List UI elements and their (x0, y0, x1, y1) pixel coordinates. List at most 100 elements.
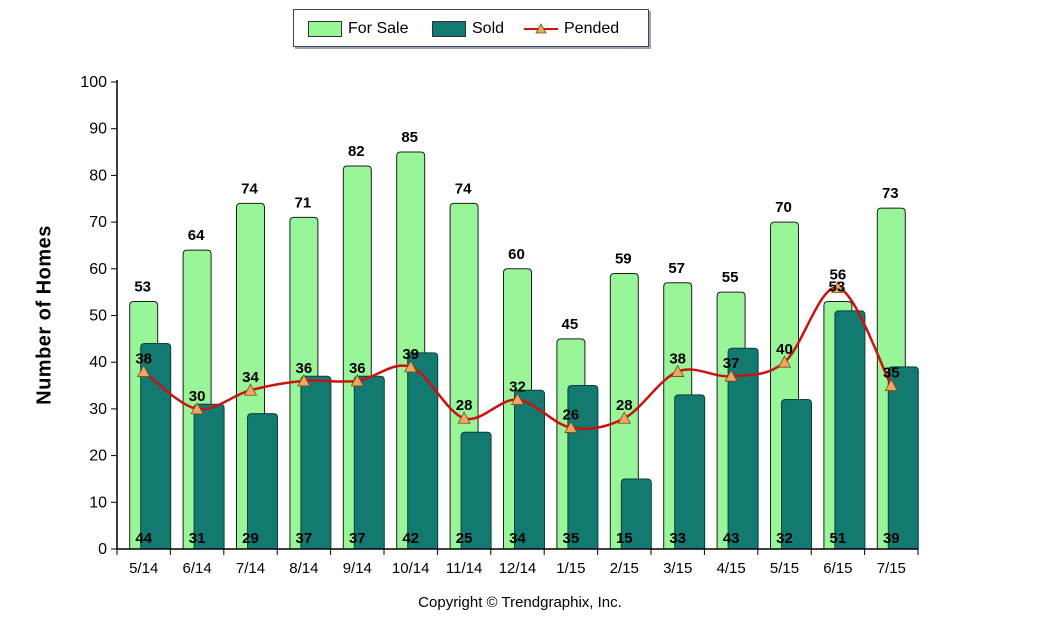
legend-swatch-for-sale (308, 21, 342, 37)
data-label-sold: 31 (189, 530, 206, 547)
legend-swatch-sold (432, 21, 466, 37)
y-tick-label: 60 (89, 261, 107, 278)
point-pended (724, 369, 738, 382)
copyright-text: Copyright © Trendgraphix, Inc. (418, 594, 622, 611)
data-label-for-sale: 45 (562, 316, 579, 333)
data-label-sold: 37 (296, 530, 313, 547)
data-label-sold: 51 (830, 530, 847, 547)
y-tick-label: 80 (89, 167, 107, 184)
bar-sold (407, 352, 439, 550)
data-label-for-sale: 74 (241, 180, 258, 197)
data-label-pended: 34 (242, 369, 259, 386)
data-label-for-sale: 70 (775, 199, 792, 216)
legend-item-pended: Pended (524, 20, 619, 38)
bar-sold (247, 413, 278, 550)
data-label-pended: 26 (563, 407, 580, 424)
data-label-for-sale: 64 (188, 227, 205, 244)
bar-sold (460, 431, 492, 550)
data-label-for-sale: 85 (401, 129, 418, 146)
data-label-pended: 37 (723, 355, 740, 372)
data-label-sold: 33 (669, 530, 686, 547)
data-label-sold: 29 (242, 530, 259, 547)
y-tick-label: 70 (89, 214, 107, 231)
point-pended (564, 420, 578, 433)
x-tick-label: 4/15 (716, 560, 745, 577)
data-label-pended: 40 (776, 341, 793, 358)
legend-swatch-pended (524, 23, 558, 34)
legend-label-sold: Sold (472, 20, 505, 37)
data-label-for-sale: 53 (829, 278, 846, 295)
y-tick-label: 90 (89, 121, 107, 138)
data-label-sold: 43 (723, 530, 740, 547)
point-pended (404, 360, 418, 373)
legend: For Sale Sold Pended (293, 9, 649, 47)
point-pended (137, 364, 151, 377)
data-label-for-sale: 60 (508, 246, 525, 263)
x-tick-label: 9/14 (343, 560, 372, 577)
legend-label-for-sale: For Sale (348, 20, 409, 37)
bar-sold (193, 403, 225, 550)
x-tick-label: 2/15 (610, 560, 639, 577)
data-label-pended: 28 (616, 397, 633, 414)
data-label-for-sale: 74 (455, 180, 472, 197)
point-pended (297, 374, 311, 387)
x-tick-label: 11/14 (446, 560, 482, 577)
legend-item-sold: Sold (432, 20, 504, 38)
bar-sold (300, 375, 332, 550)
data-label-pended: 36 (349, 360, 366, 377)
bar-sold (781, 399, 812, 550)
point-pended (671, 364, 685, 377)
y-tick-label: 30 (89, 401, 107, 418)
x-tick-label: 8/14 (289, 560, 318, 577)
data-label-sold: 35 (563, 530, 580, 547)
x-tick-label: 10/14 (392, 560, 430, 577)
x-tick-label: 6/14 (182, 560, 211, 577)
data-label-pended: 38 (669, 351, 686, 368)
x-tick-label: 7/15 (877, 560, 906, 577)
data-label-sold: 39 (883, 530, 900, 547)
x-tick-label: 5/15 (770, 560, 799, 577)
bar-sold (620, 478, 652, 550)
data-label-sold: 37 (349, 530, 366, 547)
y-tick-label: 100 (80, 74, 107, 91)
point-pended (831, 280, 845, 293)
point-pended (777, 355, 792, 368)
data-label-pended: 56 (830, 266, 847, 283)
data-label-pended: 36 (296, 360, 313, 377)
data-label-pended: 35 (883, 365, 900, 382)
bar-sold (887, 366, 919, 550)
point-pended (617, 411, 631, 424)
point-pended (457, 411, 471, 424)
legend-item-for-sale: For Sale (308, 20, 408, 38)
data-label-sold: 44 (135, 530, 152, 547)
data-label-pended: 38 (135, 351, 152, 368)
bar-sold (674, 394, 706, 550)
y-tick-label: 0 (98, 541, 107, 558)
data-label-sold: 25 (456, 530, 473, 547)
x-tick-label: 7/14 (236, 560, 265, 577)
bar-sold (140, 343, 172, 550)
bar-sold (727, 347, 759, 550)
bar-sold (567, 385, 599, 550)
legend-label-pended: Pended (564, 20, 620, 37)
data-label-sold: 15 (616, 530, 633, 547)
data-label-for-sale: 71 (295, 194, 312, 211)
data-label-for-sale: 55 (722, 269, 739, 286)
y-tick-label: 10 (89, 494, 107, 511)
data-label-sold: 34 (509, 530, 526, 547)
y-tick-label: 20 (89, 448, 107, 465)
data-label-for-sale: 57 (668, 260, 685, 277)
point-pended (190, 402, 204, 415)
x-tick-label: 5/14 (129, 560, 158, 577)
x-tick-label: 3/15 (663, 560, 692, 577)
data-label-for-sale: 53 (134, 278, 151, 295)
data-label-pended: 28 (456, 397, 473, 414)
data-label-pended: 39 (402, 346, 419, 363)
point-pended (510, 392, 525, 405)
data-label-for-sale: 73 (882, 185, 899, 202)
point-pended (243, 383, 258, 396)
bar-sold (834, 310, 866, 550)
data-label-pended: 30 (189, 388, 206, 405)
bar-sold (353, 375, 385, 550)
